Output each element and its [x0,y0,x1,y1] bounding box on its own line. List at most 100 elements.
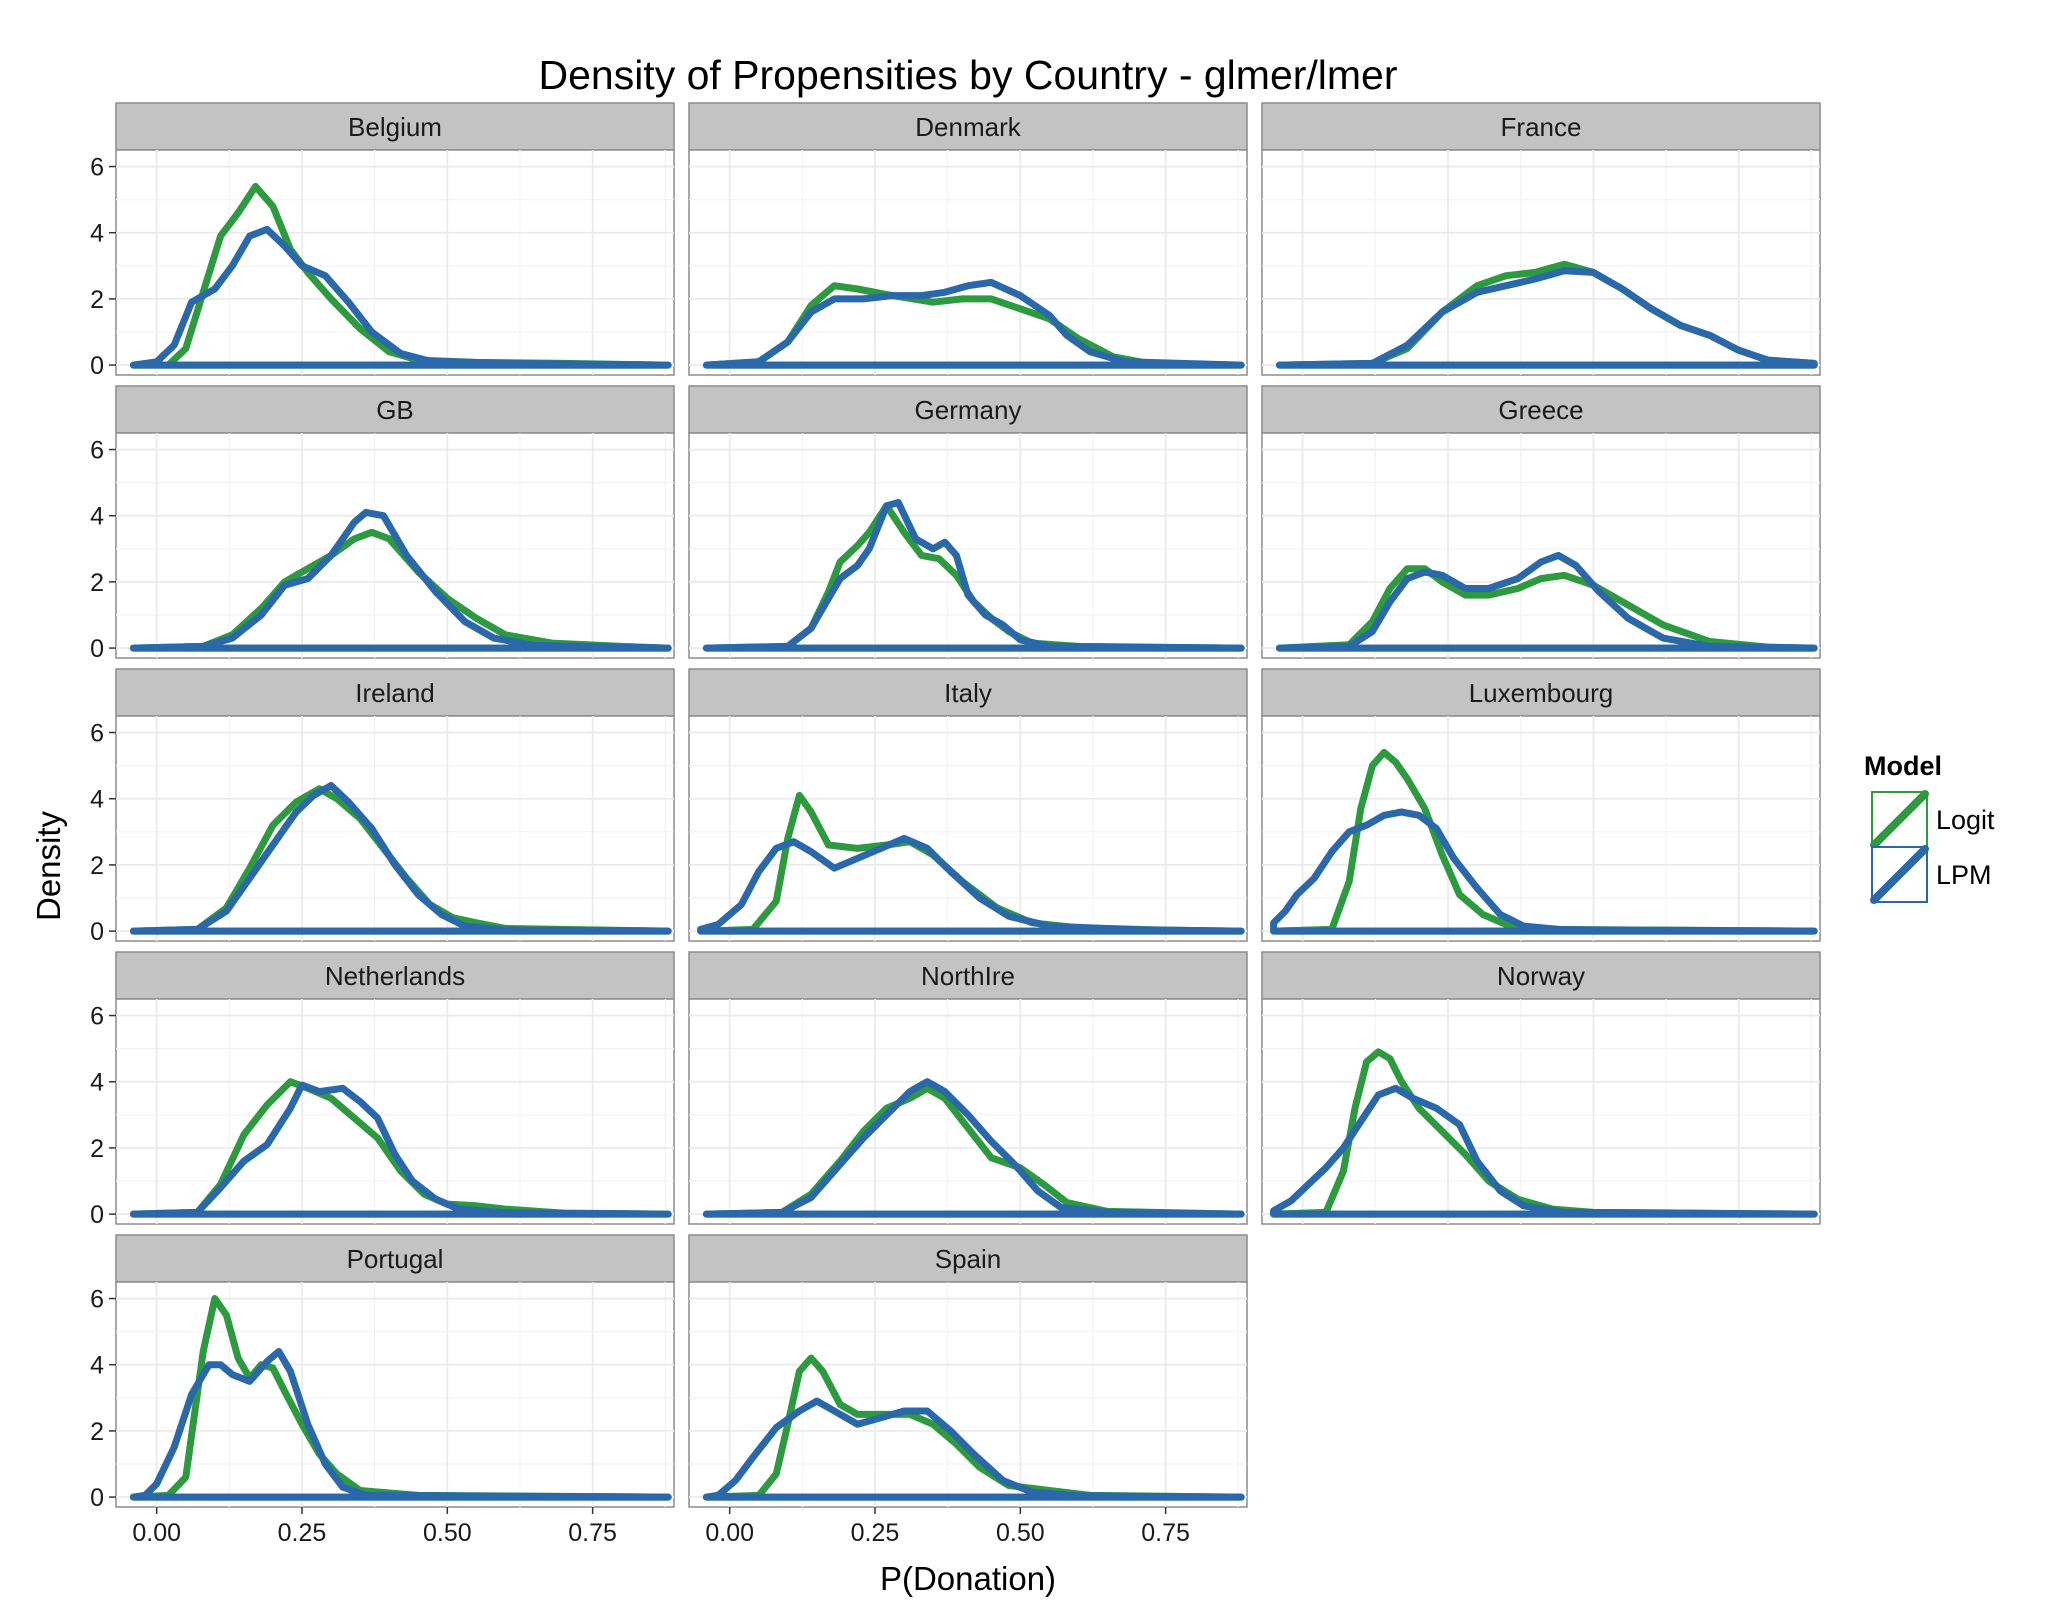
density-line-lpm-italy [697,834,1245,935]
y-tick-label: 6 [90,437,104,465]
legend: Model Logit LPM [1864,751,1995,904]
y-tick-label: 4 [90,786,104,814]
grid-belgium [116,150,674,375]
x-tick-label: 0.00 [705,1519,754,1547]
strip-label-northire: NorthIre [921,961,1015,991]
strip-label-norway: Norway [1497,961,1585,991]
legend-entries: Logit LPM [1870,790,1995,904]
strip-label-gb: GB [376,395,414,425]
panel-gb: GB 0 2 4 6 [90,385,675,663]
legend-label-lpm: LPM [1936,860,1992,890]
panel-spain: Spain 0.00 0.25 0.50 0.75 [688,1234,1248,1547]
y-tick-label: 4 [90,1069,104,1097]
y-tick-label: 2 [90,1418,104,1446]
plot-area-denmark [688,149,1248,376]
plot-area-ireland [115,715,675,942]
strip-germany [688,385,1248,434]
strip-norway [1261,951,1821,1000]
y-tick-label: 2 [90,852,104,880]
panel-germany: Germany [688,385,1248,659]
density-line-lpm-luxembourg [1270,808,1818,935]
density-line-lpm-france [1275,267,1818,369]
y-tick-label: 4 [90,1352,104,1380]
panel-france: France [1261,102,1821,376]
density-line-lpm-belgium [129,225,672,369]
y-tick-label: 2 [90,569,104,597]
strip-label-denmark: Denmark [915,112,1021,142]
panel-netherlands: Netherlands 0 2 4 6 [90,951,675,1229]
y-tick-label: 6 [90,720,104,748]
y-axis-title: Density [30,810,67,921]
panel-ireland: Ireland 0 2 4 6 [90,668,675,946]
panel-denmark: Denmark [688,102,1248,376]
legend-swatch-lpm [1870,845,1929,904]
y-tick-label: 6 [90,1286,104,1314]
plot-area-france [1261,149,1821,376]
y-tick-label: 0 [90,635,104,663]
plot-area-italy [688,715,1248,942]
strip-label-netherlands: Netherlands [325,961,465,991]
density-line-lpm-greece [1275,551,1818,652]
strip-label-france: France [1501,112,1582,142]
chart-title: Density of Propensities by Country - glm… [538,52,1397,98]
panel-northire: NorthIre [688,951,1248,1225]
grid-northire [689,999,1247,1224]
panel-italy: Italy [688,668,1248,942]
plot-area-netherlands [115,998,675,1225]
strip-label-ireland: Ireland [355,678,435,708]
density-line-lpm-portugal [129,1348,672,1501]
facet-panels: Belgium 0 2 4 6 Denmark France GB 0 2 4 6 Germany Gre… [90,102,1821,1547]
y-tick-label: 4 [90,220,104,248]
legend-title: Model [1864,751,1942,781]
x-tick-label: 0.25 [278,1519,327,1547]
panel-norway: Norway [1261,951,1821,1225]
strip-ireland [115,668,675,717]
strip-label-belgium: Belgium [348,112,442,142]
strip-label-luxembourg: Luxembourg [1469,678,1614,708]
panel-belgium: Belgium 0 2 4 6 [90,102,675,380]
panel-greece: Greece [1261,385,1821,659]
plot-area-germany [688,432,1248,659]
strip-belgium [115,102,675,151]
density-line-lpm-ireland [129,782,672,935]
density-line-lpm-germany [702,499,1245,652]
plot-area-spain [688,1281,1248,1508]
x-tick-label: 0.50 [996,1519,1045,1547]
strip-luxembourg [1261,668,1821,717]
plot-area-greece [1261,432,1821,659]
x-tick-label: 0.75 [568,1519,617,1547]
strip-label-italy: Italy [944,678,992,708]
y-tick-label: 6 [90,154,104,182]
strip-label-greece: Greece [1498,395,1583,425]
x-tick-label: 0.50 [423,1519,472,1547]
density-line-lpm-gb [129,508,672,652]
x-tick-label: 0.00 [132,1519,181,1547]
legend-label-logit: Logit [1936,805,1995,835]
y-tick-label: 0 [90,352,104,380]
y-tick-label: 0 [90,1201,104,1229]
strip-denmark [688,102,1248,151]
y-tick-label: 2 [90,286,104,314]
density-line-logit-greece [1275,565,1818,652]
y-tick-label: 0 [90,1484,104,1512]
legend-swatch-logit [1870,790,1929,849]
legend-entry-lpm: LPM [1870,845,1992,904]
x-tick-label: 0.25 [851,1519,900,1547]
strip-label-spain: Spain [935,1244,1002,1274]
y-tick-label: 2 [90,1135,104,1163]
strip-label-germany: Germany [915,395,1022,425]
strip-italy [688,668,1248,717]
density-line-lpm-norway [1270,1084,1818,1218]
strip-france [1261,102,1821,151]
y-tick-label: 4 [90,503,104,531]
legend-entry-logit: Logit [1870,790,1995,849]
plot-area-belgium [115,149,675,376]
panel-portugal: Portugal 0 2 4 6 0.00 0.25 0.50 0.75 [90,1234,675,1547]
density-line-lpm-netherlands [129,1081,672,1218]
x-tick-label: 0.75 [1141,1519,1190,1547]
y-tick-label: 6 [90,1003,104,1031]
panel-luxembourg: Luxembourg [1261,668,1821,942]
density-line-lpm-spain [702,1397,1245,1501]
strip-gb [115,385,675,434]
